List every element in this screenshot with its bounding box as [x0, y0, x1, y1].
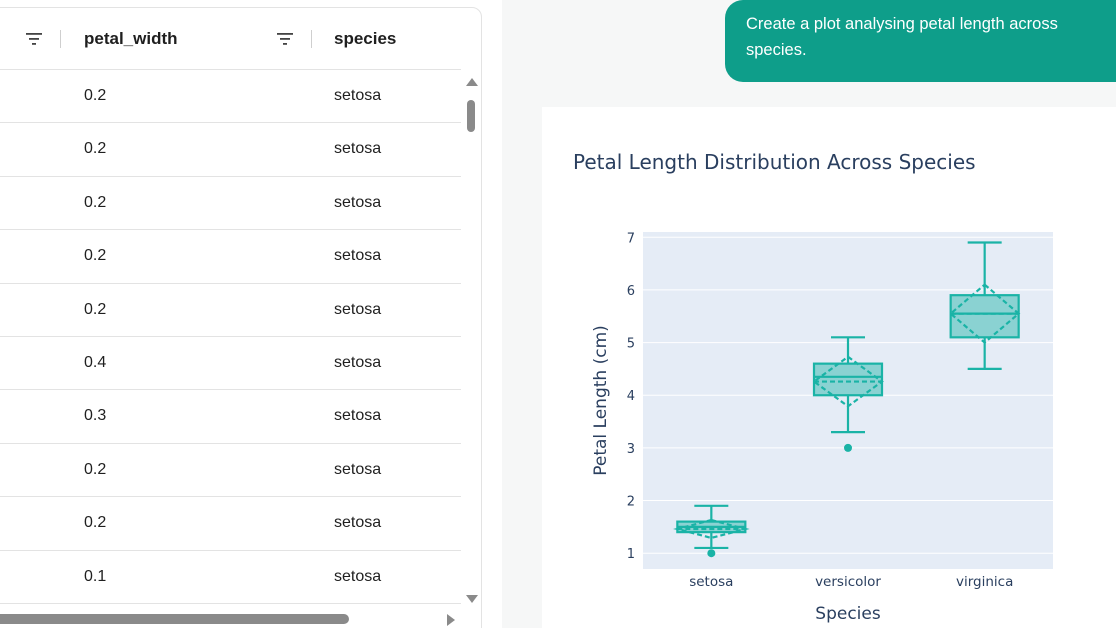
x-tick-label: versicolor [815, 574, 881, 590]
box-iqr [812, 362, 884, 397]
scroll-right-arrow-icon[interactable] [447, 614, 455, 626]
cell-petal-width: 0.3 [84, 407, 107, 425]
cell-species: setosa [334, 247, 382, 265]
filter-icon[interactable] [26, 32, 42, 46]
cell-species: setosa [334, 193, 382, 211]
cell-species: setosa [334, 87, 382, 104]
table-row[interactable]: 0.2 setosa [0, 123, 461, 177]
cell-petal-width: 0.2 [84, 247, 107, 265]
cell-species: setosa [334, 300, 382, 318]
y-tick-label: 3 [627, 442, 635, 457]
y-tick-label: 5 [627, 337, 635, 352]
table-row[interactable]: 0.3 setosa [0, 390, 461, 444]
table-row[interactable]: 0.2 setosa [0, 444, 461, 498]
user-message-text: Create a plot analysing petal length acr… [746, 15, 1058, 59]
table-row[interactable]: 0.2 setosa [0, 230, 461, 284]
table-row[interactable]: 0.4 setosa [0, 337, 461, 391]
vertical-scrollbar[interactable] [462, 70, 480, 610]
x-axis-label: Species [815, 604, 881, 624]
table-row[interactable]: 0.2 setosa [0, 70, 461, 124]
chart-card: Petal Length Distribution Across Species… [542, 107, 1116, 628]
y-tick-label: 7 [627, 231, 635, 246]
scroll-down-arrow-icon[interactable] [466, 595, 478, 603]
chart-title: Petal Length Distribution Across Species [573, 150, 976, 174]
cell-petal-width: 0.2 [84, 193, 107, 211]
column-resize-handle[interactable] [311, 30, 312, 48]
table-row[interactable]: 0.2 setosa [0, 284, 461, 337]
cell-petal-width: 0.1 [84, 567, 107, 585]
cell-species: setosa [334, 567, 382, 585]
y-axis-label: Petal Length (cm) [591, 325, 611, 476]
sd-diamond [812, 355, 884, 408]
cell-species: setosa [334, 140, 382, 158]
y-tick-label: 1 [627, 547, 635, 562]
x-tick-label: virginica [956, 574, 1013, 590]
cell-petal-width: 0.4 [84, 353, 107, 371]
cell-petal-width: 0.2 [84, 460, 107, 478]
box-plot-chart: Petal Length Distribution Across Species… [573, 150, 1053, 624]
y-tick-label: 6 [627, 284, 635, 299]
box-versicolor [812, 336, 884, 452]
table-row[interactable]: 0.2 setosa [0, 177, 461, 231]
table-header: petal_width species [0, 8, 461, 70]
vertical-scrollbar-thumb[interactable] [467, 100, 475, 132]
cell-petal-width: 0.2 [84, 514, 107, 532]
data-table: petal_width species 0.2 setosa 0.2 setos… [0, 7, 482, 628]
outlier-point [844, 443, 852, 452]
box-iqr [949, 294, 1020, 339]
box-setosa [673, 504, 750, 558]
user-message-bubble [725, 0, 1116, 82]
box-virginica [948, 241, 1021, 371]
table-row[interactable]: 0.1 setosa [0, 551, 461, 604]
sd-diamond [948, 283, 1021, 345]
cell-petal-width: 0.2 [84, 300, 107, 318]
cell-petal-width: 0.2 [84, 140, 107, 158]
outlier-point [707, 549, 716, 558]
cell-species: setosa [334, 407, 382, 425]
horizontal-scrollbar-thumb[interactable] [0, 614, 349, 624]
column-resize-handle[interactable] [60, 30, 61, 48]
column-header-species[interactable]: species [334, 29, 397, 48]
x-tick-label: setosa [689, 574, 733, 590]
scroll-up-arrow-icon[interactable] [466, 78, 478, 86]
y-tick-label: 4 [627, 389, 635, 404]
filter-icon[interactable] [277, 32, 293, 46]
table-row[interactable]: 0.2 setosa [0, 497, 461, 551]
cell-species: setosa [334, 460, 382, 478]
cell-species: setosa [334, 514, 382, 532]
column-header-petal-width[interactable]: petal_width [84, 29, 178, 48]
table-body: 0.2 setosa 0.2 setosa 0.2 setosa 0.2 set… [0, 70, 461, 604]
y-tick-label: 2 [627, 495, 635, 510]
cell-species: setosa [334, 353, 382, 371]
cell-petal-width: 0.2 [84, 87, 107, 104]
